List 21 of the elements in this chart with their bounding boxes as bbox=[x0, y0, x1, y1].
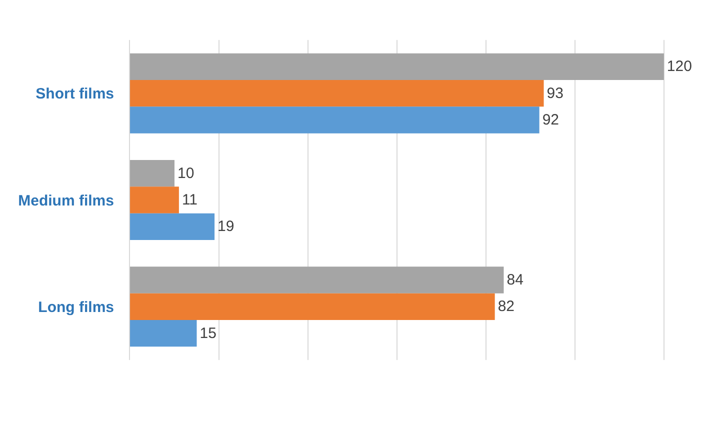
data-label: 11 bbox=[182, 192, 198, 208]
y-tick-label: Medium films bbox=[18, 192, 114, 210]
y-tick-label: Long films bbox=[38, 298, 114, 316]
data-label: 15 bbox=[200, 324, 216, 342]
bar bbox=[130, 53, 664, 80]
bar bbox=[130, 293, 495, 320]
bar bbox=[130, 106, 540, 134]
data-label: 19 bbox=[218, 218, 234, 236]
bar bbox=[130, 186, 179, 214]
data-label: 120 bbox=[666, 58, 692, 76]
data-label: 92 bbox=[542, 112, 560, 128]
bar bbox=[130, 160, 174, 187]
data-label: 10 bbox=[177, 164, 194, 182]
bar bbox=[130, 80, 544, 107]
data-label: 82 bbox=[498, 298, 515, 316]
data-label: 84 bbox=[506, 272, 524, 288]
y-tick-label: Short films bbox=[36, 86, 114, 103]
bar bbox=[130, 266, 504, 294]
data-label: 93 bbox=[546, 84, 564, 102]
bar bbox=[130, 213, 215, 240]
bar bbox=[130, 320, 197, 347]
